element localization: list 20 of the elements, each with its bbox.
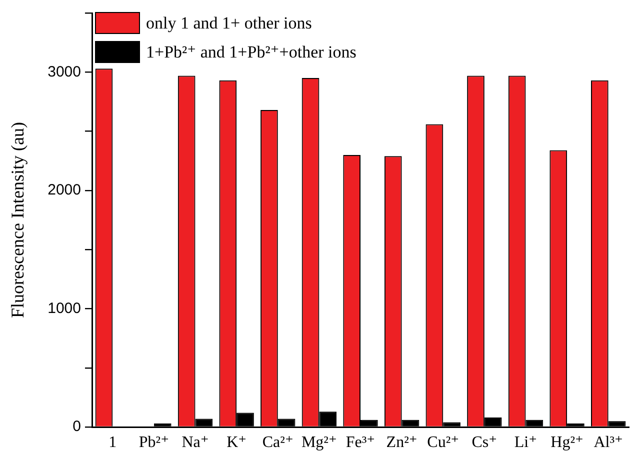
x-tick-label: Cs⁺: [472, 434, 498, 451]
x-tick-label: Hg²⁺: [550, 434, 584, 451]
legend-label: 1+Pb²⁺ and 1+Pb²⁺+other ions: [146, 42, 356, 62]
y-tick-label: 1000: [48, 300, 81, 317]
y-tick-label: 0: [72, 418, 81, 436]
x-tick-label: Mg²⁺: [301, 434, 337, 451]
y-axis-title: Fluorescence Intensity (au): [8, 122, 28, 318]
x-tick-label: 1: [108, 434, 117, 451]
x-tick-label: Fe³⁺: [346, 434, 376, 451]
x-tick-label: Zn²⁺: [386, 434, 418, 451]
y-tick-label: 2000: [48, 182, 81, 199]
x-tick-label: K⁺: [226, 434, 247, 451]
x-tick-label: Li⁺: [514, 434, 538, 451]
y-tick-label: 3000: [48, 63, 81, 80]
legend-label: only 1 and 1+ other ions: [146, 13, 312, 32]
x-tick-label: Al³⁺: [594, 434, 623, 451]
x-tick-label: Pb²⁺: [138, 434, 170, 451]
x-tick-label: Cu²⁺: [427, 434, 460, 451]
x-tick-label: Na⁺: [182, 434, 209, 451]
x-tick-label: Ca²⁺: [262, 434, 294, 451]
